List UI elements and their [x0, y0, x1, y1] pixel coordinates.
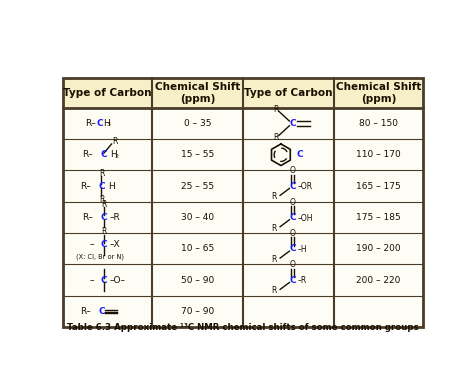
Text: R–: R– — [80, 181, 91, 191]
Text: 3: 3 — [107, 122, 111, 127]
Text: 25 – 55: 25 – 55 — [181, 181, 214, 191]
Text: R: R — [101, 200, 107, 209]
Text: –H: –H — [298, 245, 308, 254]
Text: 70 – 90: 70 – 90 — [181, 307, 214, 316]
Text: H: H — [110, 150, 117, 159]
Text: R: R — [112, 137, 118, 146]
Text: 15 – 55: 15 – 55 — [181, 150, 214, 159]
Text: R: R — [271, 224, 276, 233]
Text: O: O — [290, 166, 295, 175]
Text: 0 – 35: 0 – 35 — [184, 119, 211, 128]
Text: –: – — [90, 276, 94, 285]
Text: –R: –R — [298, 276, 307, 285]
Bar — [63, 79, 423, 108]
Text: O: O — [290, 229, 295, 238]
Text: –R: –R — [110, 213, 121, 222]
Text: Type of Carbon: Type of Carbon — [64, 88, 152, 98]
Text: –OR: –OR — [298, 182, 313, 191]
Text: R: R — [273, 105, 279, 114]
Text: R–: R– — [80, 307, 91, 316]
Text: R–: R– — [85, 119, 96, 128]
Text: 190 – 200: 190 – 200 — [356, 244, 401, 253]
Text: C: C — [296, 150, 303, 159]
Text: Chemical Shift
(ppm): Chemical Shift (ppm) — [336, 82, 421, 104]
Text: R: R — [99, 195, 104, 204]
Text: –X: –X — [110, 240, 121, 249]
Text: –OH: –OH — [298, 214, 313, 223]
Text: Type of Carbon: Type of Carbon — [245, 88, 333, 98]
Text: C: C — [289, 213, 296, 222]
Text: R: R — [271, 287, 276, 296]
Text: C: C — [289, 244, 296, 253]
Text: C: C — [100, 150, 107, 159]
Text: R: R — [271, 192, 276, 201]
Text: H: H — [103, 119, 110, 128]
Text: –O–: –O– — [110, 276, 126, 285]
Text: 165 – 175: 165 – 175 — [356, 181, 401, 191]
Text: R: R — [99, 169, 104, 178]
Text: Chemical Shift
(ppm): Chemical Shift (ppm) — [155, 82, 240, 104]
Text: 50 – 90: 50 – 90 — [181, 276, 214, 285]
Text: O: O — [290, 198, 295, 206]
Text: C: C — [100, 213, 107, 222]
Text: H: H — [109, 181, 115, 191]
Text: C: C — [289, 181, 296, 191]
Bar — [63, 79, 423, 327]
Text: 110 – 170: 110 – 170 — [356, 150, 401, 159]
Text: C: C — [100, 240, 107, 249]
Text: O: O — [290, 260, 295, 269]
Text: C: C — [100, 276, 107, 285]
Text: 80 – 150: 80 – 150 — [359, 119, 398, 128]
Bar — [63, 108, 423, 327]
Text: 175 – 185: 175 – 185 — [356, 213, 401, 222]
Text: R: R — [271, 255, 276, 264]
Text: R–: R– — [82, 213, 93, 222]
Text: R: R — [273, 133, 279, 142]
Text: (X: Cl, Br or N): (X: Cl, Br or N) — [76, 253, 124, 260]
Text: C: C — [289, 119, 296, 128]
Text: Table 6.3 Approximate ¹³C NMR chemical shifts of some common groups: Table 6.3 Approximate ¹³C NMR chemical s… — [67, 323, 419, 332]
Text: C: C — [98, 181, 105, 191]
Text: 200 – 220: 200 – 220 — [356, 276, 401, 285]
Text: –: – — [90, 240, 94, 249]
Text: C: C — [96, 119, 103, 128]
Text: R–: R– — [82, 150, 93, 159]
Text: 10 – 65: 10 – 65 — [181, 244, 214, 253]
Text: C: C — [289, 276, 296, 285]
Text: R: R — [101, 227, 107, 236]
Text: 30 – 40: 30 – 40 — [181, 213, 214, 222]
Text: C: C — [98, 307, 105, 316]
Text: 2: 2 — [115, 154, 118, 159]
